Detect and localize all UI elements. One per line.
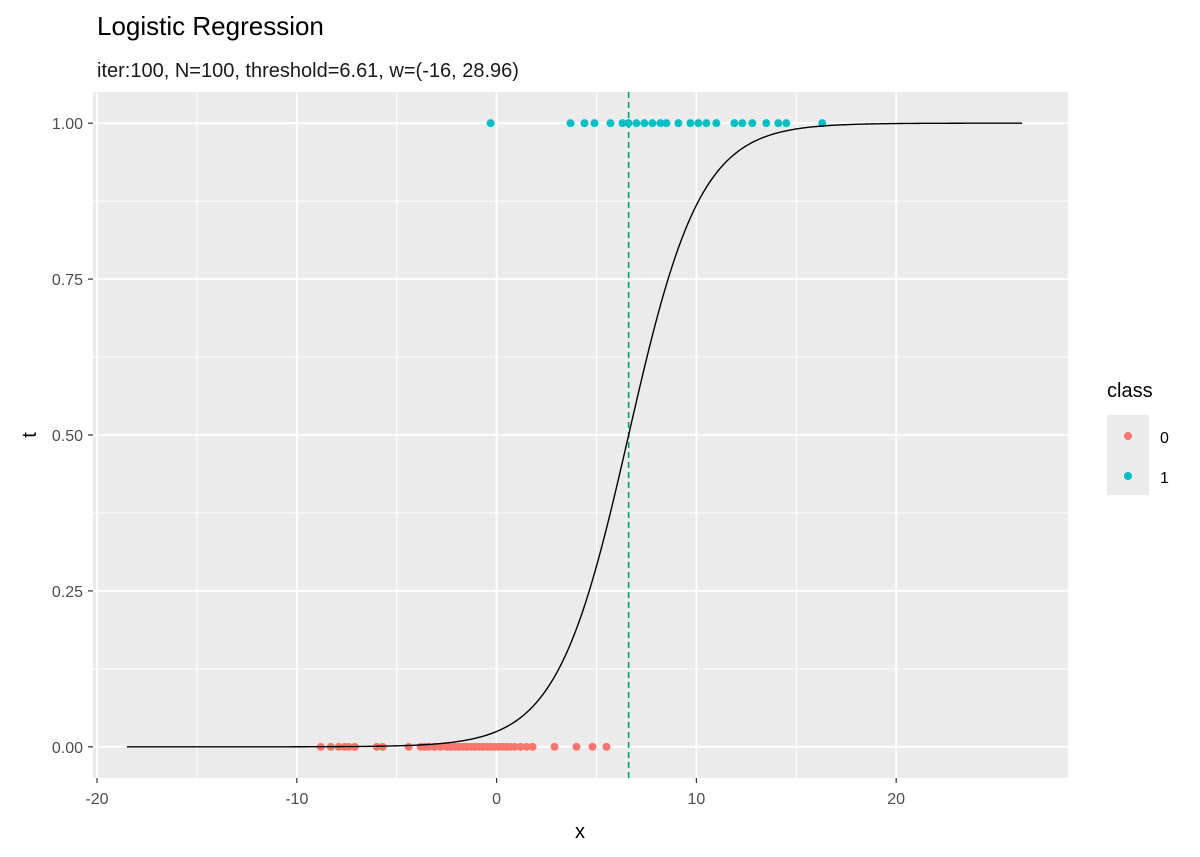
y-axis-ticks: 0.00 0.25 0.50 0.75 1.00 <box>52 116 93 757</box>
y-tick-label: 0.00 <box>52 740 83 757</box>
legend-label-class-1: 1 <box>1160 470 1169 487</box>
x-tick-label: 20 <box>887 791 905 808</box>
points-layer <box>316 119 827 751</box>
point-class-1 <box>730 119 739 128</box>
point-class-1 <box>640 119 649 128</box>
point-class-1 <box>738 119 747 128</box>
x-tick-label: -20 <box>85 791 108 808</box>
point-class-1 <box>624 119 633 128</box>
x-tick-label: 10 <box>687 791 705 808</box>
point-class-0 <box>436 742 445 751</box>
point-class-0 <box>550 742 559 751</box>
point-class-1 <box>674 119 683 128</box>
curve-layer <box>126 122 1023 748</box>
logistic-curve <box>126 122 1023 748</box>
point-class-1 <box>774 119 783 128</box>
point-class-1 <box>486 119 495 128</box>
point-class-0 <box>522 742 531 751</box>
point-class-0 <box>510 742 519 751</box>
point-class-1 <box>748 119 757 128</box>
point-class-1 <box>648 119 657 128</box>
point-class-0 <box>602 742 611 751</box>
point-class-0 <box>404 742 413 751</box>
legend: class 0 1 <box>1107 380 1169 495</box>
point-class-1 <box>566 119 575 128</box>
y-tick-label: 0.75 <box>52 272 83 289</box>
point-class-1 <box>606 119 615 128</box>
point-class-1 <box>618 119 627 128</box>
legend-label-class-0: 0 <box>1160 430 1169 447</box>
x-tick-label: 0 <box>492 791 501 808</box>
legend-key-class-1 <box>1124 472 1132 480</box>
point-class-1 <box>686 119 695 128</box>
y-axis-title: t <box>19 432 41 438</box>
legend-key-class-0 <box>1124 432 1132 440</box>
point-class-0 <box>588 742 597 751</box>
legend-key-background <box>1107 415 1149 495</box>
chart-title: Logistic Regression <box>97 11 324 41</box>
point-class-0 <box>572 742 581 751</box>
point-class-0 <box>516 742 525 751</box>
point-class-0 <box>528 742 537 751</box>
point-class-1 <box>712 119 721 128</box>
x-axis-ticks: -20 -10 0 10 20 <box>85 778 905 808</box>
point-class-1 <box>656 119 665 128</box>
x-tick-label: -10 <box>285 791 308 808</box>
chart-subtitle: iter:100, N=100, threshold=6.61, w=(-16,… <box>97 60 519 82</box>
point-class-1 <box>762 119 771 128</box>
point-class-1 <box>782 119 791 128</box>
y-tick-label: 0.50 <box>52 428 83 445</box>
point-class-1 <box>662 119 671 128</box>
point-class-1 <box>590 119 599 128</box>
point-class-1 <box>580 119 589 128</box>
x-axis-title: x <box>575 821 585 843</box>
point-class-1 <box>702 119 711 128</box>
y-tick-label: 1.00 <box>52 116 83 133</box>
legend-title: class <box>1107 380 1153 402</box>
point-class-1 <box>694 119 703 128</box>
y-tick-label: 0.25 <box>52 584 83 601</box>
point-class-1 <box>632 119 641 128</box>
